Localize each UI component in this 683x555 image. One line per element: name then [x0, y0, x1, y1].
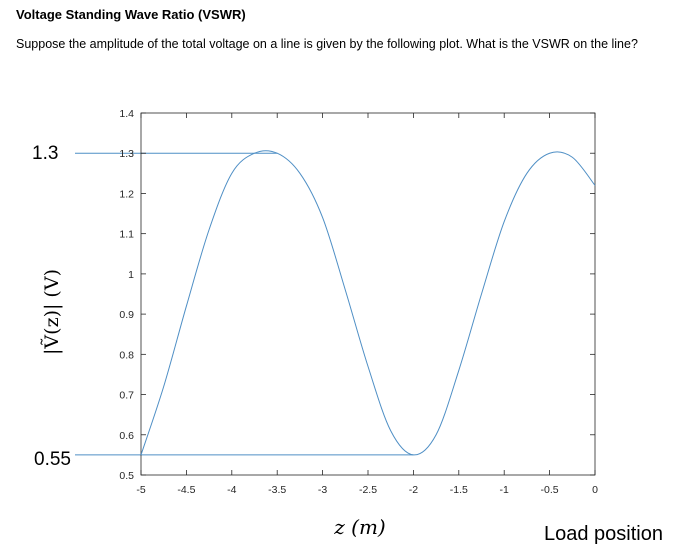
x-axis-label: z (m)	[333, 515, 385, 539]
y-tick-label: 0.6	[119, 430, 134, 442]
x-tick-label: -3.5	[268, 484, 286, 496]
y-tick-label: 1.3	[119, 148, 134, 160]
y-tick-label: 1.2	[119, 188, 134, 200]
x-tick-label: -3	[318, 484, 327, 496]
y-tick-label: 1.1	[119, 229, 134, 241]
x-tick-label: -1.5	[450, 484, 468, 496]
y-tick-label: 1.4	[119, 108, 134, 120]
voltage-amplitude-curve	[140, 150, 596, 456]
y-tick-label: 0.9	[119, 309, 134, 321]
x-tick-label: -2.5	[359, 484, 377, 496]
x-tick-label: -4.5	[177, 484, 195, 496]
y-tick-label: 0.8	[119, 349, 134, 361]
max-value-label: 1.3	[32, 143, 58, 164]
x-tick-label: -4	[227, 484, 236, 496]
load-position-label: Load position	[544, 523, 663, 545]
y-axis-label: |Ṽ(z)| (V)	[41, 269, 63, 355]
x-tick-label: -5	[136, 484, 145, 496]
page-title: Voltage Standing Wave Ratio (VSWR)	[16, 7, 246, 22]
x-tick-label: -2	[409, 484, 418, 496]
y-tick-label: 1	[128, 269, 134, 281]
y-tick-label: 0.7	[119, 390, 134, 402]
x-tick-label: -1	[500, 484, 509, 496]
question-text: Suppose the amplitude of the total volta…	[16, 37, 638, 51]
y-tick-label: 0.5	[119, 470, 134, 482]
x-tick-label: 0	[592, 484, 598, 496]
min-value-label: 0.55	[34, 449, 71, 470]
x-tick-label: -0.5	[541, 484, 559, 496]
axis-ticks: -5 -4.5 -4 -3.5 -3 -2.5 -2 -1.5 -1 -0.5 0 0.5 0.6 0.7…	[119, 108, 598, 496]
plot-frame	[140, 112, 596, 476]
reference-lines	[75, 152, 414, 456]
